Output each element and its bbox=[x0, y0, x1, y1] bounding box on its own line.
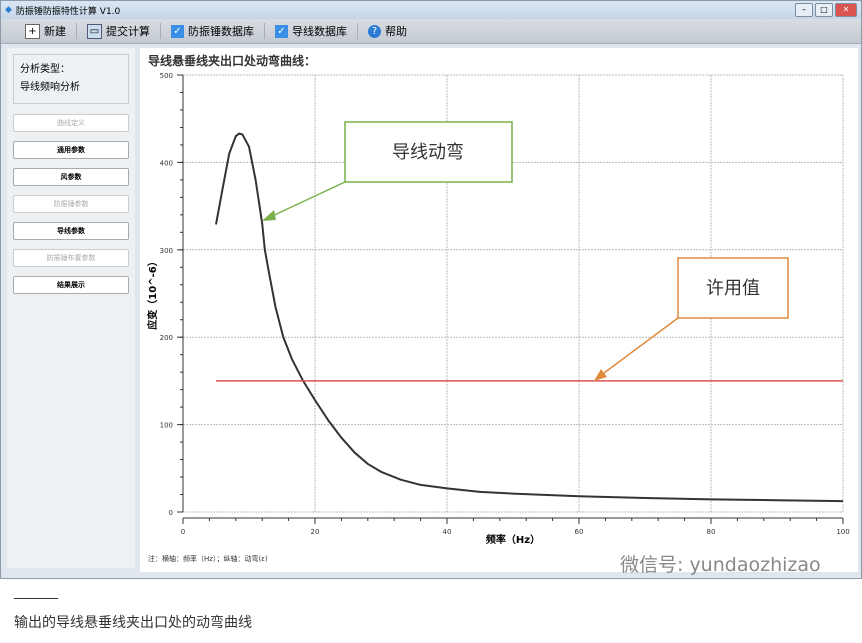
x-tick-label: 80 bbox=[707, 528, 716, 536]
annotation-allowable: 许用值 bbox=[594, 257, 789, 381]
strain-curve bbox=[215, 132, 844, 503]
close-button[interactable]: ✕ bbox=[835, 3, 857, 17]
minimize-button[interactable]: – bbox=[795, 3, 813, 17]
annotation-label: 导线动弯 bbox=[392, 142, 464, 163]
help-icon: ? bbox=[368, 24, 381, 38]
damper-database-button[interactable]: ✓ 防振锤数据库 bbox=[161, 23, 265, 39]
y-tick-label: 200 bbox=[160, 334, 173, 342]
chart-title: 导线悬垂线夹出口处动弯曲线： bbox=[148, 54, 317, 68]
y-tick-label: 400 bbox=[160, 159, 173, 167]
caption-divider bbox=[14, 598, 58, 599]
y-tick-label: 0 bbox=[169, 509, 173, 517]
x-axis-label: 频率（Hz） bbox=[486, 533, 540, 546]
conductor-params-button[interactable]: 导线参数 bbox=[13, 222, 129, 240]
conductor-database-button[interactable]: ✓ 导线数据库 bbox=[265, 23, 358, 39]
new-button[interactable]: + 新建 bbox=[15, 23, 77, 39]
analysis-type-label: 分析类型： bbox=[20, 64, 70, 75]
x-tick-label: 20 bbox=[311, 528, 320, 536]
submit-calc-button[interactable]: ▭ 提交计算 bbox=[77, 23, 161, 39]
analysis-type-value: 导线频响分析 bbox=[20, 82, 80, 93]
x-tick-label: 0 bbox=[181, 528, 185, 536]
annotation-conductor-bending: 导线动弯 bbox=[262, 121, 513, 221]
damper-params-button[interactable]: 防振锤参数 bbox=[13, 195, 129, 213]
arrow-head-icon bbox=[594, 369, 607, 381]
general-params-button[interactable]: 通用参数 bbox=[13, 141, 129, 159]
title-bar: ◆ 防振锤防振特性计算 V1.0 – □ ✕ bbox=[1, 1, 861, 19]
results-button[interactable]: 结果展示 bbox=[13, 276, 129, 294]
watermark: 微信号: yundaozhizao bbox=[620, 554, 821, 576]
new-file-icon: + bbox=[25, 23, 40, 39]
axis-note: 注：横轴：频率（Hz）；纵轴：动弯(ε) bbox=[148, 555, 268, 563]
damper-layout-params-button[interactable]: 防振锤布置参数 bbox=[13, 249, 129, 267]
maximize-button[interactable]: □ bbox=[815, 3, 833, 17]
x-tick-label: 100 bbox=[836, 528, 849, 536]
y-tick-label: 100 bbox=[160, 422, 173, 430]
database-icon: ✓ bbox=[171, 24, 184, 38]
annotation-label: 许用值 bbox=[706, 278, 760, 299]
annotation-arrow bbox=[599, 317, 679, 377]
figure-caption: 输出的导线悬垂线夹出口处的动弯曲线 bbox=[14, 615, 252, 631]
app-logo-icon: ◆ bbox=[5, 5, 12, 15]
bending-strain-chart: 0 20 40 60 80 100 0 100 200 300 400 500 频率（Hz） 应变（1… bbox=[146, 72, 850, 576]
y-tick-label: 500 bbox=[160, 72, 173, 80]
help-button[interactable]: ? 帮助 bbox=[358, 23, 417, 39]
y-tick-label: 300 bbox=[160, 247, 173, 255]
analysis-type-box: 分析类型： 导线频响分析 bbox=[13, 54, 129, 104]
database-icon: ✓ bbox=[275, 24, 288, 38]
x-tick-label: 40 bbox=[443, 528, 452, 536]
x-tick-label: 60 bbox=[575, 528, 584, 536]
sidebar: 分析类型： 导线频响分析 曲线定义 通用参数 风参数 防振锤参数 导线参数 防振… bbox=[7, 48, 135, 568]
arrow-head-icon bbox=[262, 210, 276, 221]
annotation-arrow bbox=[267, 181, 346, 219]
y-axis-label: 应变（10^-6） bbox=[146, 256, 159, 329]
monitor-icon: ▭ bbox=[87, 23, 102, 39]
toolbar: + 新建 ▭ 提交计算 ✓ 防振锤数据库 ✓ 导线数据库 ? 帮助 bbox=[1, 19, 861, 44]
curve-definition-button[interactable]: 曲线定义 bbox=[13, 114, 129, 132]
wind-params-button[interactable]: 风参数 bbox=[13, 168, 129, 186]
window-title: 防振锤防振特性计算 V1.0 bbox=[15, 6, 121, 17]
